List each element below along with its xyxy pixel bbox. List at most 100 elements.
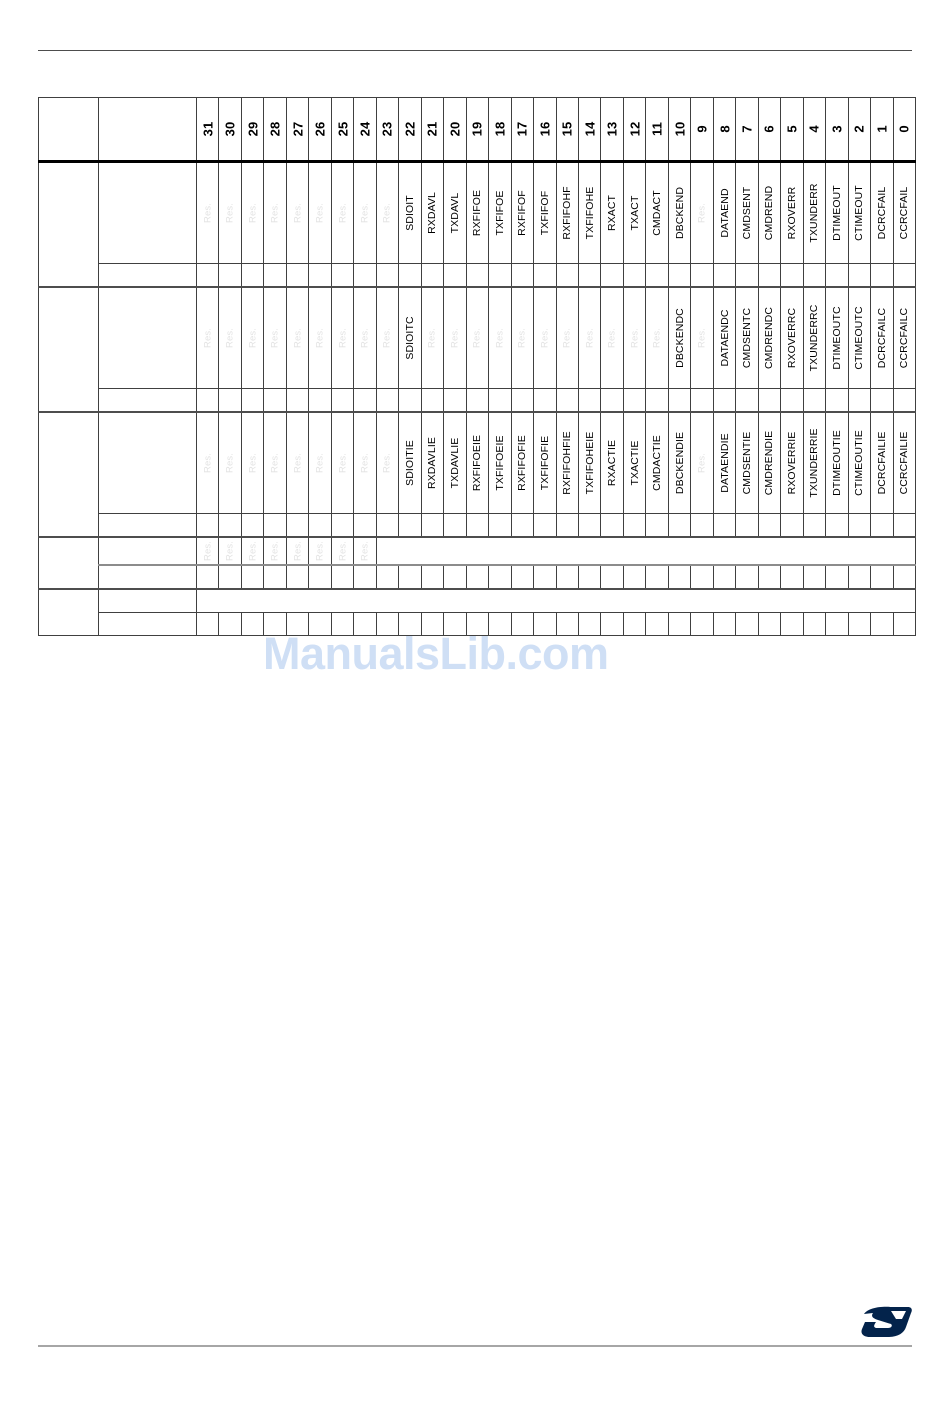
status-register-bit-6: CMDREND [757,161,782,264]
mask-register-reset-bit-0 [892,513,917,538]
status-register-bit-1-label: DCRCFAIL [875,186,888,240]
fifo-count-register-reset-res-30 [218,564,242,590]
mask-register-bit-1: DCRCFAILIE [870,411,894,514]
bit-number-26-label: 26 [312,121,328,137]
fifo-count-register-reset-bit-19 [465,564,490,590]
mask-register-reset-bit-15 [555,513,579,538]
clear-register-bit-29-label: Res. [247,328,259,348]
fifo-data-register-reset-bit-15 [555,612,579,636]
clear-register-register-name-cell [98,286,197,389]
fifo-data-register-reset-bit-7 [735,612,759,636]
mask-register-bit-22-label: SDIOITIE [403,440,416,486]
fifo-count-register-reset-bit-20 [443,564,467,590]
bit-number-0-label: 0 [896,125,912,133]
bit-number-4: 4 [802,97,827,163]
bit-number-19-label: 19 [469,121,485,137]
status-register-bit-27: Res. [285,161,310,264]
mask-register-reset-bit-16 [533,513,557,538]
clear-register-bit-12: Res. [622,286,647,389]
bit-number-6-label: 6 [761,125,777,133]
bit-number-31-label: 31 [200,121,216,137]
fifo-count-register-reset-res-28 [263,564,287,590]
fifo-count-register-reset-bit-15 [555,564,579,590]
fifo-data-register-reset-bit-16 [533,612,557,636]
clear-register-reset-bit-13 [600,388,624,413]
clear-register-bit-0-label: CCRCFAILC [898,307,911,369]
status-register-bit-9: Res. [690,161,714,264]
bit-number-9: 9 [690,97,714,163]
status-register-reset-bit-27 [285,263,310,288]
bit-number-15: 15 [555,97,579,163]
status-register-bit-25: Res. [330,161,355,264]
fifo-data-register-reset-bit-11 [645,612,669,636]
mask-register-reset-bit-18 [488,513,512,538]
status-register-reset-bit-21 [420,263,445,288]
status-register-bit-7: CMDSENT [735,161,759,264]
bit-number-13: 13 [600,97,624,163]
mask-register-bit-17-label: RXFIFOFIE [516,435,529,491]
mask-register-bit-25-label: Res. [337,453,349,473]
status-register-bit-24: Res. [353,161,377,264]
status-register-bit-11-label: CMDACT [651,190,664,236]
fifo-data-register-reset-bit-14 [577,612,602,636]
bit-number-18: 18 [488,97,512,163]
bit-number-21: 21 [420,97,445,163]
fifo-count-register-bit-25: Res. [330,536,355,566]
bit-number-2: 2 [847,97,872,163]
status-register-bit-2-label: CTIMEOUT [853,185,866,241]
mask-register-bit-30: Res. [218,411,242,514]
fifo-count-register-bit-29: Res. [240,536,265,566]
status-register-bit-28: Res. [263,161,287,264]
clear-register-reset-bit-8 [712,388,737,413]
fifo-count-register-bit-27-label: Res. [292,541,304,561]
mask-register-bit-24: Res. [353,411,377,514]
fifo-count-register-bit-28: Res. [263,536,287,566]
status-register-bit-15-label: RXFIFOHF [561,186,574,240]
clear-register-bit-24-label: Res. [359,328,371,348]
mask-register-bit-10: DBCKENDIE [667,411,692,514]
mask-register-reset-bit-29 [240,513,265,538]
mask-register-bit-31: Res. [195,411,220,514]
fifo-data-register-reset-bit-5 [780,612,804,636]
mask-register-bit-27: Res. [285,411,310,514]
fifo-count-register-reset-bit-4 [802,564,827,590]
status-register-reset-bit-22 [398,263,422,288]
mask-register-bit-9: Res. [690,411,714,514]
bit-number-29: 29 [240,97,265,163]
mask-register-bit-0-label: CCRCFAILIE [898,431,911,495]
mask-register-reset-label-cell [98,513,197,538]
mask-register-bit-20-label: TXDAVLIE [448,437,461,489]
bit-number-20: 20 [443,97,467,163]
clear-register-bit-21-label: Res. [426,328,438,348]
status-register-reset-bit-29 [240,263,265,288]
clear-register-offset-cell [38,286,99,413]
status-register-bit-26: Res. [308,161,332,264]
status-register-bit-10: DBCKEND [667,161,692,264]
mask-register-reset-bit-4 [802,513,827,538]
clear-register-reset-bit-17 [510,388,535,413]
mask-register-bit-6-label: CMDRENDIE [763,430,776,496]
clear-register-bit-23: Res. [375,286,400,389]
status-register-bit-20: TXDAVL [443,161,467,264]
bit-number-12-label: 12 [627,121,643,137]
mask-register-bit-23-label: Res. [381,453,393,473]
clear-register-reset-label-cell [98,388,197,413]
bit-number-6: 6 [757,97,782,163]
fifo-data-register-reset-bit-10 [667,612,692,636]
status-register-bit-22: SDIOIT [398,161,422,264]
status-register-bit-22-label: SDIOIT [403,195,416,231]
mask-register-bit-25: Res. [330,411,355,514]
clear-register-reset-bit-22 [398,388,422,413]
bit-number-2-label: 2 [851,125,867,133]
fifo-count-register-reset-bit-21 [420,564,445,590]
status-register-bit-3-label: DTIMEOUT [830,185,843,241]
clear-register-bit-27: Res. [285,286,310,389]
status-register-bit-24-label: Res. [359,203,371,223]
fifo-count-register-reset-bit-10 [667,564,692,590]
mask-register-reset-bit-5 [780,513,804,538]
bit-number-19: 19 [465,97,490,163]
mask-register-reset-bit-22 [398,513,422,538]
clear-register-reset-bit-10 [667,388,692,413]
clear-register-bit-29: Res. [240,286,265,389]
mask-register-bit-23: Res. [375,411,400,514]
